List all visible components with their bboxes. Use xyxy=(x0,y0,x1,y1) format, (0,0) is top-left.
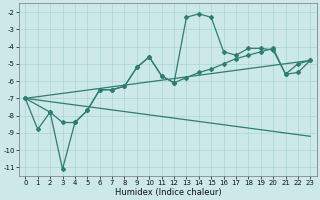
X-axis label: Humidex (Indice chaleur): Humidex (Indice chaleur) xyxy=(115,188,221,197)
